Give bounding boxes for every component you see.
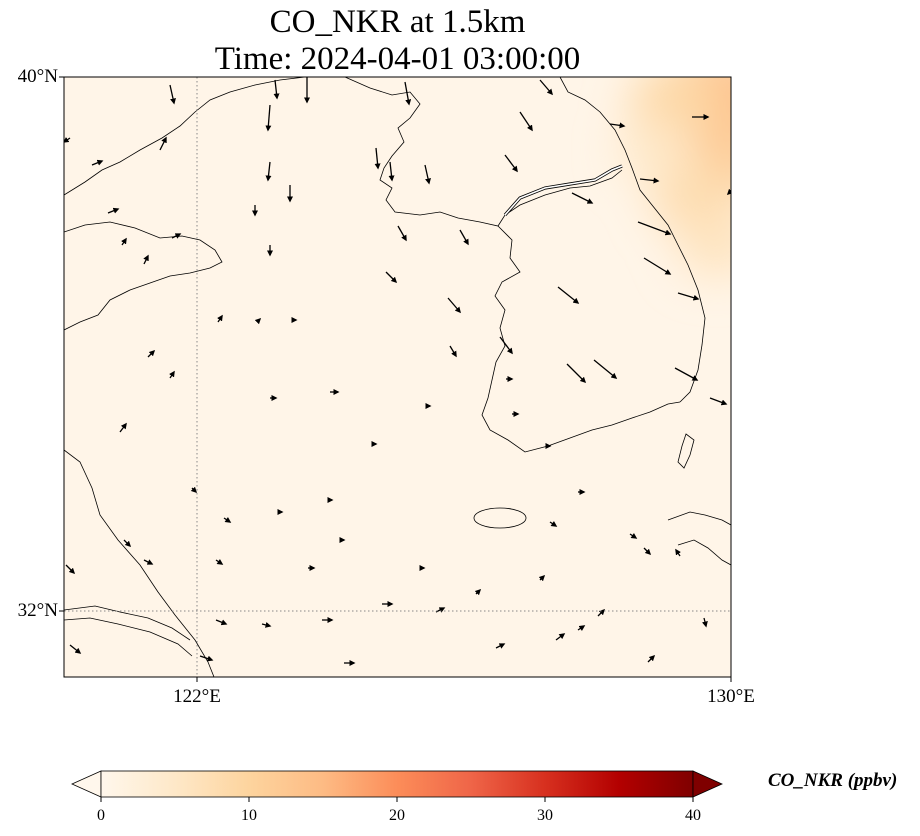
concentration-hotspot xyxy=(619,118,696,183)
colorbar-tick-label: 10 xyxy=(241,807,257,824)
wind-vector xyxy=(447,297,461,314)
wind-vector xyxy=(637,221,672,236)
wind-vector xyxy=(495,643,506,649)
wind-vector xyxy=(169,370,175,379)
wind-vector xyxy=(609,122,626,129)
wind-vector xyxy=(385,271,398,284)
lon-label-122: 122°E xyxy=(173,686,221,707)
wind-vector xyxy=(539,79,553,96)
wind-vector xyxy=(190,486,198,494)
wind-vector xyxy=(261,621,272,628)
wind-vector xyxy=(119,422,127,433)
wind-vector xyxy=(121,237,127,246)
lon-label-130: 130°E xyxy=(707,686,755,707)
wind-vector xyxy=(639,177,660,184)
field-background xyxy=(64,77,731,677)
wind-vector xyxy=(143,559,154,565)
wind-vector xyxy=(566,363,587,384)
wind-vector xyxy=(169,84,176,105)
wind-vector xyxy=(147,349,156,358)
wind-vector xyxy=(65,564,76,575)
coastline-bohai-east xyxy=(344,77,623,227)
coastline-korea-west-south xyxy=(481,225,681,453)
wind-vector xyxy=(549,521,558,527)
wind-vector xyxy=(265,161,272,182)
wind-vector xyxy=(449,345,457,358)
wind-vector xyxy=(459,229,469,246)
coastline-liaodong xyxy=(64,77,306,196)
wind-vector xyxy=(647,654,656,663)
coastline-china-north xyxy=(64,221,223,331)
map-title-time: Time: 2024-04-01 03:00:00 xyxy=(214,41,581,77)
wind-vector xyxy=(91,159,104,166)
wind-vector xyxy=(504,154,518,173)
yangtze-estuary xyxy=(64,605,193,657)
wind-vector xyxy=(593,359,618,379)
wind-vector xyxy=(557,286,580,304)
coastline-korea-east xyxy=(559,77,706,403)
wind-vector xyxy=(159,136,167,151)
wind-vector xyxy=(397,225,407,242)
wind-vector xyxy=(674,367,699,381)
wind-vector xyxy=(499,336,513,355)
wind-vector xyxy=(519,111,533,132)
lat-label-32: 32°N xyxy=(17,600,58,621)
colorbar-tick-label: 20 xyxy=(389,807,405,824)
colorbar-tick-label: 40 xyxy=(685,807,701,824)
map-title-variable: CO_NKR at 1.5km xyxy=(269,4,526,40)
wind-vector xyxy=(474,588,482,596)
wind-vector xyxy=(215,559,224,565)
wind-vector xyxy=(726,188,731,196)
colorbar-tick-label: 30 xyxy=(537,807,553,824)
wind-vector xyxy=(538,574,546,582)
wind-vector xyxy=(123,539,132,548)
jeju-island xyxy=(473,507,527,529)
wind-vector xyxy=(388,161,395,182)
wind-vector xyxy=(643,547,652,556)
wind-vector xyxy=(254,317,262,325)
wind-vector xyxy=(643,257,672,275)
wind-vector xyxy=(571,192,594,204)
colorbar-gradient xyxy=(100,770,694,798)
colorbar-label: CO_NKR (ppbv) xyxy=(768,770,898,791)
wind-vector xyxy=(709,397,728,406)
wind-vector xyxy=(215,619,228,626)
wind-vector xyxy=(597,608,606,617)
wind-vector xyxy=(199,655,214,662)
wind-vector xyxy=(107,207,120,214)
wind-vector xyxy=(677,292,700,301)
wind-vector xyxy=(675,548,681,557)
wind-vector xyxy=(69,644,82,654)
wind-vector xyxy=(217,314,223,323)
wind-vector xyxy=(273,79,280,100)
wind-vector xyxy=(374,147,381,170)
tsushima-island xyxy=(677,433,695,469)
wind-vector xyxy=(223,517,232,523)
coastline-china-east xyxy=(64,449,215,677)
wind-vector xyxy=(171,233,182,239)
colorbar-extend-min xyxy=(71,770,102,798)
wind-vector xyxy=(629,533,638,539)
wind-vector xyxy=(577,625,586,631)
map-frame xyxy=(63,76,732,678)
colorbar-tick-label: 0 xyxy=(97,807,105,824)
wind-vector xyxy=(555,633,566,641)
wind-vector xyxy=(64,137,71,143)
concentration-hotspot xyxy=(677,209,731,278)
wind-vector xyxy=(404,81,412,106)
wind-vector xyxy=(143,254,149,265)
lat-label-40: 40°N xyxy=(17,66,58,87)
wind-vector xyxy=(265,104,272,132)
wind-vector xyxy=(424,164,431,185)
wind-vector xyxy=(701,617,708,628)
colorbar-extend-max xyxy=(692,770,723,798)
coastline-japan-kyushu xyxy=(667,511,731,566)
